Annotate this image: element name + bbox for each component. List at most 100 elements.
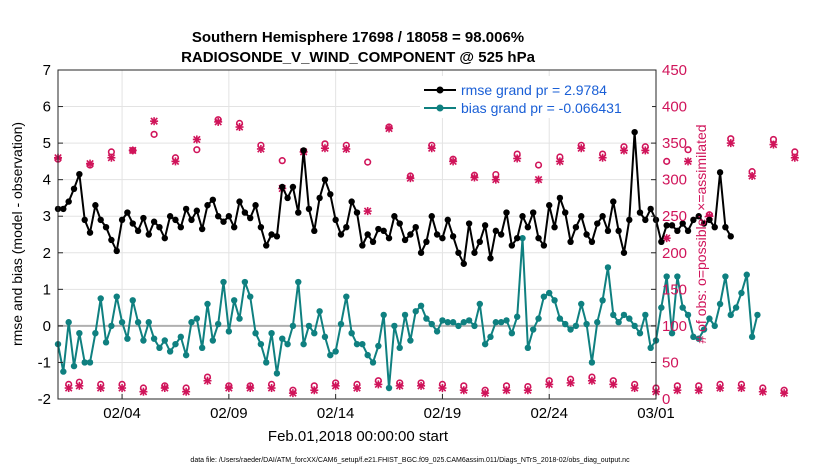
rmse-point <box>156 223 163 231</box>
y2-tick-label: 200 <box>662 245 687 262</box>
rmse-point <box>252 202 259 209</box>
bias-point <box>519 234 526 242</box>
rmse-point <box>727 233 734 240</box>
bias-point <box>289 322 297 330</box>
legend: rmse grand pr = 2.9784 bias grand pr = -… <box>420 76 652 118</box>
assimilated-obs-point <box>86 159 95 168</box>
bias-point <box>60 368 67 375</box>
bias-point <box>204 300 211 308</box>
x-tick-label: 02/04 <box>103 405 141 422</box>
rmse-point <box>343 223 350 231</box>
rmse-point <box>722 223 729 231</box>
possible-obs-point <box>534 161 543 169</box>
rmse-point <box>626 216 633 224</box>
bias-point <box>535 315 542 322</box>
assimilated-obs-point <box>385 124 394 133</box>
rmse-point <box>214 213 222 220</box>
assimilated-obs-point <box>417 381 426 390</box>
bias-point <box>700 326 708 333</box>
bias-point <box>214 320 222 328</box>
rmse-point <box>204 202 211 209</box>
y2-tick-label: 250 <box>662 208 687 225</box>
rmse-point <box>476 238 484 246</box>
y2-tick-label: 150 <box>662 281 687 298</box>
assimilated-obs-point <box>64 384 73 393</box>
possible-obs-point <box>193 146 201 154</box>
assimilated-obs-point <box>438 384 447 393</box>
assimilated-obs-point <box>203 376 212 385</box>
bias-point <box>658 304 665 311</box>
rmse-point <box>690 216 697 224</box>
bias-point <box>620 311 628 319</box>
rmse-point <box>327 191 334 198</box>
bias-point <box>732 304 740 311</box>
assimilated-obs-point <box>790 153 799 162</box>
assimilated-obs-point <box>758 387 767 396</box>
rmse-point <box>124 209 131 216</box>
bias-point <box>631 322 638 330</box>
assimilated-obs-point <box>587 376 596 385</box>
y-axis-label: rmse and bias (model - observation) <box>9 122 25 346</box>
assimilated-obs-point <box>748 172 757 181</box>
legend-bias-label: bias grand pr = -0.066431 <box>461 100 622 116</box>
bias-point <box>599 297 606 304</box>
y-tick-label: -2 <box>38 391 51 408</box>
bias-point <box>118 319 126 326</box>
rmse-point <box>385 234 393 242</box>
rmse-point <box>279 183 286 191</box>
rmse-point <box>631 128 638 136</box>
rmse-point <box>284 194 291 202</box>
rmse-point <box>674 227 681 235</box>
assimilated-obs-point <box>555 157 564 166</box>
rmse-point <box>182 205 190 213</box>
assimilated-obs-point <box>780 389 789 398</box>
bias-point <box>524 344 532 352</box>
rmse-point <box>396 220 403 227</box>
y-tick-label: 5 <box>43 135 51 152</box>
bias-point <box>230 297 238 304</box>
bias-point <box>588 359 596 366</box>
bias-point <box>663 273 670 280</box>
bias-point <box>76 330 83 337</box>
rmse-point <box>230 223 238 231</box>
bias-point <box>129 297 136 304</box>
x-tick-label: 03/01 <box>637 405 675 422</box>
bias-point <box>198 344 206 352</box>
y2-tick-label: 400 <box>662 99 687 116</box>
bias-point <box>722 273 729 280</box>
rmse-point <box>60 205 67 213</box>
bias-point <box>247 293 254 300</box>
assimilated-obs-point <box>577 144 586 153</box>
assimilated-obs-point <box>662 234 671 243</box>
rmse-point <box>433 231 441 238</box>
bias-point <box>684 311 692 319</box>
assimilated-obs-point <box>320 144 329 153</box>
bias-point <box>647 344 654 352</box>
bias-point <box>551 297 558 304</box>
rmse-point <box>81 216 88 224</box>
bias-point <box>465 317 473 324</box>
rmse-point <box>647 205 654 213</box>
bias-point <box>487 333 494 341</box>
legend-bias-marker <box>436 104 444 112</box>
rmse-point <box>145 231 152 238</box>
possible-obs-point <box>684 146 692 154</box>
assimilated-obs-point <box>192 135 201 144</box>
bias-point <box>711 322 718 330</box>
rmse-point <box>610 198 617 205</box>
bias-point <box>508 330 516 337</box>
assimilated-obs-point <box>641 146 650 155</box>
bias-point <box>433 328 441 335</box>
bias-point <box>188 319 195 326</box>
bias-point <box>615 319 622 326</box>
bias-point <box>150 335 158 342</box>
assimilated-obs-point <box>545 380 554 389</box>
bias-point <box>284 340 291 348</box>
assimilated-obs-point <box>630 384 639 393</box>
assimilated-obs-point <box>363 207 372 216</box>
bias-point <box>626 315 633 322</box>
bias-point <box>407 337 414 344</box>
assimilated-obs-point <box>171 157 180 166</box>
rmse-point <box>177 223 185 231</box>
